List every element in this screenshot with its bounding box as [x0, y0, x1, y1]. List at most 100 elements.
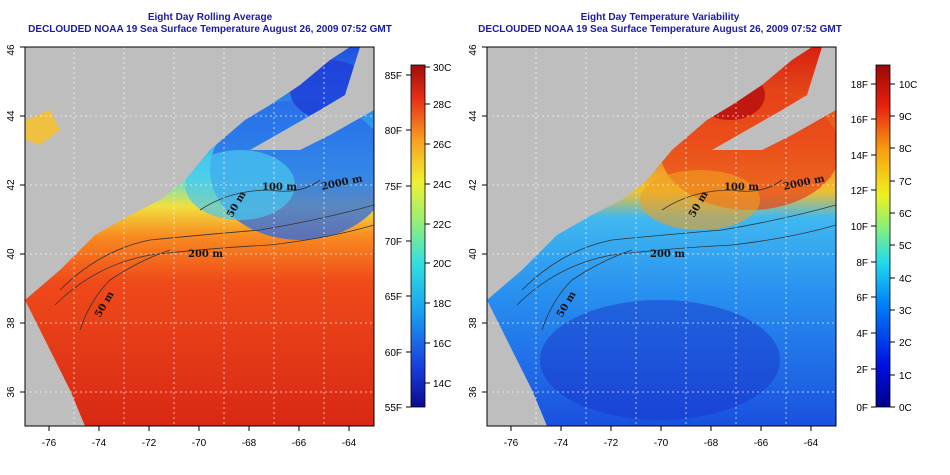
right-colorbar-c-label: 4C [899, 274, 912, 285]
right-contour-label-2: 100 m [724, 182, 759, 193]
left-colorbar-c-label: 20C [433, 259, 451, 270]
right-colorbar-c-label: 3C [899, 306, 912, 317]
left-contour-50m [79, 249, 171, 331]
right-colorbar-c-label: 7C [899, 177, 912, 188]
right-map-title: Eight Day Temperature Variability DECLOU… [470, 12, 850, 36]
left-colorbar-c-label: 28C [433, 100, 451, 111]
left-x-tick: -72 [142, 438, 157, 449]
right-map-title-line1: Eight Day Temperature Variability [580, 12, 740, 23]
right-x-axis: -76 -74 -72 -70 -68 -66 -64 [504, 426, 819, 449]
right-contour-50m [541, 249, 633, 331]
right-y-tick: 42 [468, 179, 479, 191]
left-colorbar-gradient [410, 64, 426, 408]
left-map-title: Eight Day Rolling Average DECLOUDED NOAA… [0, 12, 420, 36]
left-land-nova-scotia [250, 47, 374, 150]
left-contour-label-2: 100 m [262, 182, 297, 193]
right-x-tick: -74 [554, 438, 569, 449]
left-colorbar-f-label: 55F [385, 403, 402, 414]
right-x-tick: -68 [704, 438, 719, 449]
left-x-axis: -76 -74 -72 -70 -68 -66 -64 [42, 426, 357, 449]
left-x-tick: -66 [292, 438, 307, 449]
right-colorbar-f-label: 6F [856, 293, 868, 304]
left-colorbar-c-label: 16C [433, 339, 451, 350]
left-y-tick: 44 [6, 110, 17, 122]
right-land-coast [487, 47, 812, 300]
left-colorbar-c-label: 22C [433, 220, 451, 231]
right-colorbar-f-label: 4F [856, 329, 868, 340]
left-colorbar-c-label: 18C [433, 299, 451, 310]
left-map-panel: 200 m 100 m 50 m 2000 m 50 m [25, 47, 374, 426]
left-colorbar-c-label: 30C [433, 63, 451, 74]
left-y-tick: 40 [6, 248, 17, 260]
right-contour-2000m [516, 224, 836, 306]
right-colorbar-f-label: 0F [856, 403, 868, 414]
right-map-title-line2: DECLOUDED NOAA 19 Sea Surface Temperatur… [478, 24, 842, 35]
right-colorbar-c-label: 10C [899, 80, 917, 91]
right-colorbar-c-label: 5C [899, 241, 912, 252]
left-colorbar-c-label: 14C [433, 379, 451, 390]
right-grid [487, 47, 836, 426]
left-contour-label-1: 200 m [188, 249, 223, 260]
left-colorbar-f-label: 80F [385, 126, 402, 137]
right-colorbar-f-label: 12F [851, 186, 868, 197]
right-y-tick: 44 [468, 110, 479, 122]
right-colorbar-c-label: 8C [899, 144, 912, 155]
right-colorbar-c-label: 1C [899, 371, 912, 382]
right-x-tick: -64 [804, 438, 819, 449]
right-contour-200m [521, 204, 836, 291]
left-x-tick: -68 [242, 438, 257, 449]
right-x-tick: -66 [754, 438, 769, 449]
right-contour-100m [661, 179, 783, 211]
left-y-tick: 42 [6, 179, 17, 191]
right-x-tick: -76 [504, 438, 519, 449]
left-y-tick: 38 [6, 317, 17, 329]
left-colorbar-f-label: 65F [385, 292, 402, 303]
left-colorbar-f-label: 60F [385, 348, 402, 359]
left-colorbar-f-label: 85F [385, 71, 402, 82]
left-contour-200m [59, 204, 374, 291]
right-y-tick: 46 [468, 44, 479, 56]
right-colorbar-c-label: 0C [899, 403, 912, 414]
right-land-south [487, 300, 547, 426]
left-grid [25, 47, 374, 426]
left-y-tick: 46 [6, 44, 17, 56]
right-colorbar-f-label: 18F [851, 80, 868, 91]
right-x-tick: -72 [604, 438, 619, 449]
right-map-panel: 200 m 100 m 50 m 2000 m 50 m [487, 47, 836, 426]
right-colorbar-c-label: 2C [899, 338, 912, 349]
right-y-tick: 38 [468, 317, 479, 329]
right-colorbar-c-label: 9C [899, 112, 912, 123]
right-contour-label-1: 200 m [650, 249, 685, 260]
right-colorbar-f-label: 2F [856, 365, 868, 376]
left-x-tick: -74 [92, 438, 107, 449]
left-x-tick: -70 [192, 438, 207, 449]
right-colorbar-f-label: 14F [851, 151, 868, 162]
right-y-tick: 40 [468, 248, 479, 260]
left-land-south [25, 300, 85, 426]
right-colorbar-gradient [875, 64, 891, 408]
right-georges-bank-warm [640, 170, 760, 230]
left-x-tick: -64 [342, 438, 357, 449]
left-map-title-line2: DECLOUDED NOAA 19 Sea Surface Temperatur… [28, 24, 392, 35]
left-colorbar-f-label: 70F [385, 237, 402, 248]
right-y-axis: 36 38 40 42 44 46 [468, 44, 487, 398]
right-x-tick: -70 [654, 438, 669, 449]
left-contour-2000m [54, 224, 374, 306]
left-colorbar-f-label: 75F [385, 182, 402, 193]
left-x-tick: -76 [42, 438, 57, 449]
right-colorbar-c-label: 6C [899, 209, 912, 220]
right-colorbar-f-label: 16F [851, 115, 868, 126]
right-land-nova-scotia [712, 47, 836, 150]
right-y-tick: 36 [468, 386, 479, 398]
left-colorbar: 85F 80F 75F 70F 65F 60F 55F 30C 28C 26C … [385, 63, 452, 414]
left-colorbar-c-label: 26C [433, 140, 451, 151]
left-y-tick: 36 [6, 386, 17, 398]
left-land-coast [25, 47, 350, 300]
right-colorbar-f-label: 8F [856, 258, 868, 269]
right-colorbar: 18F 16F 14F 12F 10F 8F 6F 4F 2F 0F 10C 9… [851, 64, 917, 414]
left-contour-100m [199, 179, 321, 211]
left-y-axis: 36 38 40 42 44 46 [6, 44, 25, 398]
right-colorbar-f-label: 10F [851, 222, 868, 233]
left-colorbar-c-label: 24C [433, 180, 451, 191]
